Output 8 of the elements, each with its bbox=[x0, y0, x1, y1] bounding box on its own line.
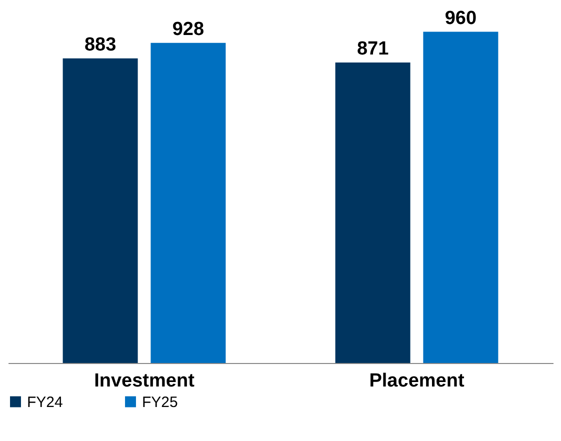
data-label: 871 bbox=[356, 38, 390, 60]
data-label: 883 bbox=[84, 34, 116, 56]
legend-label: FY24 bbox=[27, 394, 63, 411]
legend-label: FY25 bbox=[142, 394, 178, 411]
x-tick-label: Investment bbox=[94, 370, 196, 392]
data-label: 928 bbox=[172, 18, 204, 40]
x-tick-label: Placement bbox=[369, 370, 465, 392]
data-label: 960 bbox=[444, 8, 477, 29]
